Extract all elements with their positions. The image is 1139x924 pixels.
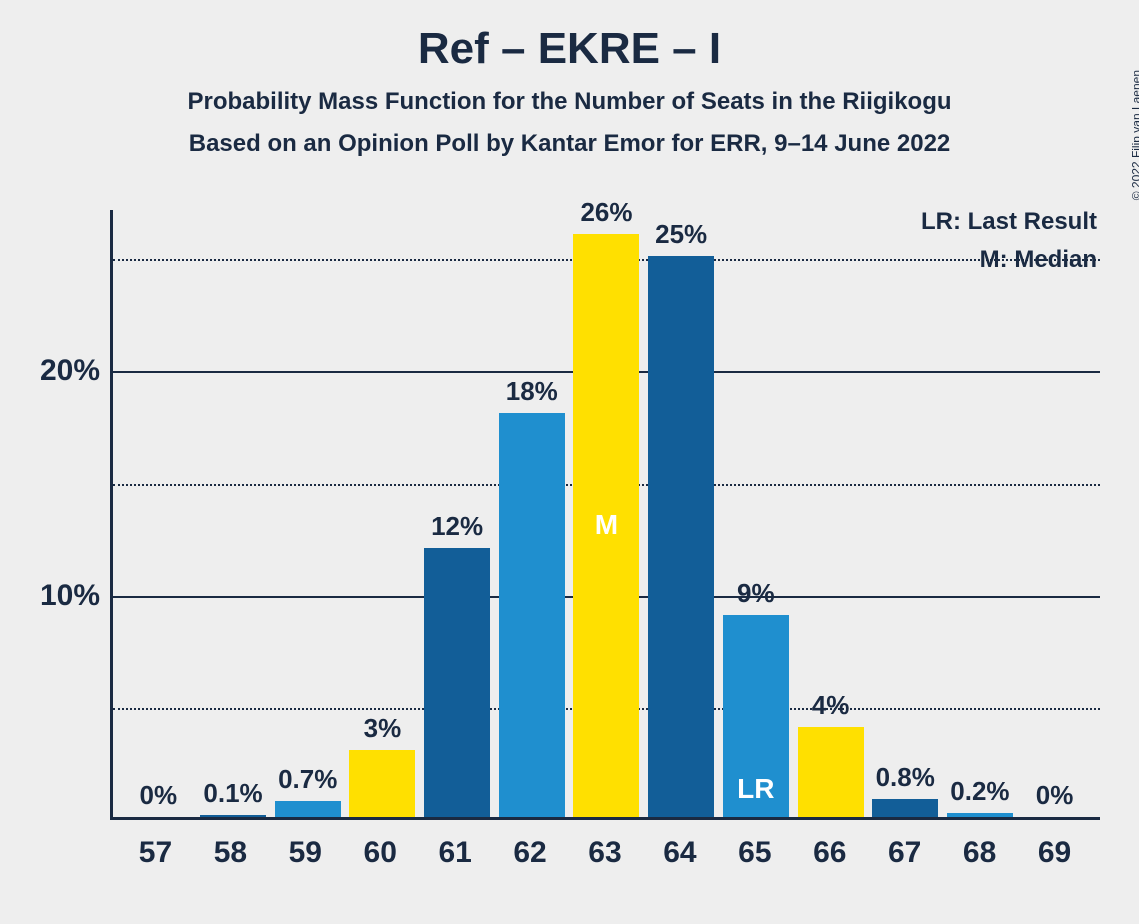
bar-value-label: 0.8% bbox=[872, 762, 938, 799]
bar-value-label: 18% bbox=[499, 376, 565, 413]
bar-value-label: 0.2% bbox=[947, 776, 1013, 813]
bar: 26%M bbox=[573, 234, 639, 817]
bar: 0.1% bbox=[200, 815, 266, 817]
bar: 9%LR bbox=[723, 615, 789, 817]
bar-slot: 9% LR bbox=[719, 210, 794, 817]
x-axis-labels: 57585960616263646566676869 bbox=[110, 836, 1100, 870]
bar: 0.7% bbox=[275, 801, 341, 817]
bar-slot: 3% bbox=[345, 210, 420, 817]
y-axis-label: 10% bbox=[40, 579, 100, 613]
bar-value-label: 0% bbox=[125, 780, 191, 817]
bar-slot: 26%M bbox=[569, 210, 644, 817]
bar-value-label: 0% bbox=[1022, 780, 1088, 817]
bar-value-label: 9% bbox=[723, 578, 789, 615]
bar-slot: 4% bbox=[793, 210, 868, 817]
bar-slot: 0% bbox=[121, 210, 196, 817]
x-axis-label: 62 bbox=[493, 836, 568, 870]
plot: 0%0.1%0.7%3%12%18%26%M25%9%LR4%0.8%0.2%0… bbox=[110, 210, 1100, 820]
x-axis-label: 63 bbox=[568, 836, 643, 870]
median-marker: M bbox=[573, 509, 639, 541]
bar-value-label: 4% bbox=[798, 690, 864, 727]
x-axis-label: 57 bbox=[118, 836, 193, 870]
x-axis-label: 61 bbox=[418, 836, 493, 870]
x-axis-label: 65 bbox=[717, 836, 792, 870]
x-axis-label: 58 bbox=[193, 836, 268, 870]
bar-slot: 25% bbox=[644, 210, 719, 817]
y-axis-label: 20% bbox=[40, 354, 100, 388]
bar-slot: 0.8% bbox=[868, 210, 943, 817]
bar: 18% bbox=[499, 413, 565, 817]
bar: 0.8% bbox=[872, 799, 938, 817]
chart-area: 0%0.1%0.7%3%12%18%26%M25%9%LR4%0.8%0.2%0… bbox=[110, 210, 1100, 820]
x-axis-label: 64 bbox=[642, 836, 717, 870]
x-axis-label: 66 bbox=[792, 836, 867, 870]
bar-value-label: 25% bbox=[648, 219, 714, 256]
bar-slot: 18% bbox=[494, 210, 569, 817]
bar-value-label: 0.7% bbox=[275, 764, 341, 801]
chart-title: Ref – EKRE – I bbox=[0, 0, 1139, 74]
bar-slot: 12% bbox=[420, 210, 495, 817]
bar: 3% bbox=[349, 750, 415, 817]
bar-slot: 0.2% bbox=[943, 210, 1018, 817]
last-result-marker: LR bbox=[723, 773, 789, 805]
bar-value-label: 3% bbox=[349, 713, 415, 750]
bar-slot: 0.1% bbox=[196, 210, 271, 817]
bar: 12% bbox=[424, 548, 490, 817]
x-axis-label: 60 bbox=[343, 836, 418, 870]
bar: 25% bbox=[648, 256, 714, 817]
bar: 4% bbox=[798, 727, 864, 817]
bar-value-label: 0.1% bbox=[200, 778, 266, 815]
x-axis-label: 68 bbox=[942, 836, 1017, 870]
bar-slot: 0.7% bbox=[270, 210, 345, 817]
chart-subtitle-2: Based on an Opinion Poll by Kantar Emor … bbox=[0, 130, 1139, 158]
x-axis-label: 67 bbox=[867, 836, 942, 870]
chart-subtitle-1: Probability Mass Function for the Number… bbox=[0, 88, 1139, 116]
x-axis-label: 59 bbox=[268, 836, 343, 870]
bars-container: 0%0.1%0.7%3%12%18%26%M25%9%LR4%0.8%0.2%0… bbox=[113, 210, 1100, 817]
x-axis-label: 69 bbox=[1017, 836, 1092, 870]
copyright-text: © 2022 Filip van Laenen bbox=[1129, 70, 1139, 200]
bar: 0.2% bbox=[947, 813, 1013, 817]
bar-slot: 0% bbox=[1017, 210, 1092, 817]
bar-value-label: 12% bbox=[424, 511, 490, 548]
bar-value-label: 26% bbox=[573, 197, 639, 234]
